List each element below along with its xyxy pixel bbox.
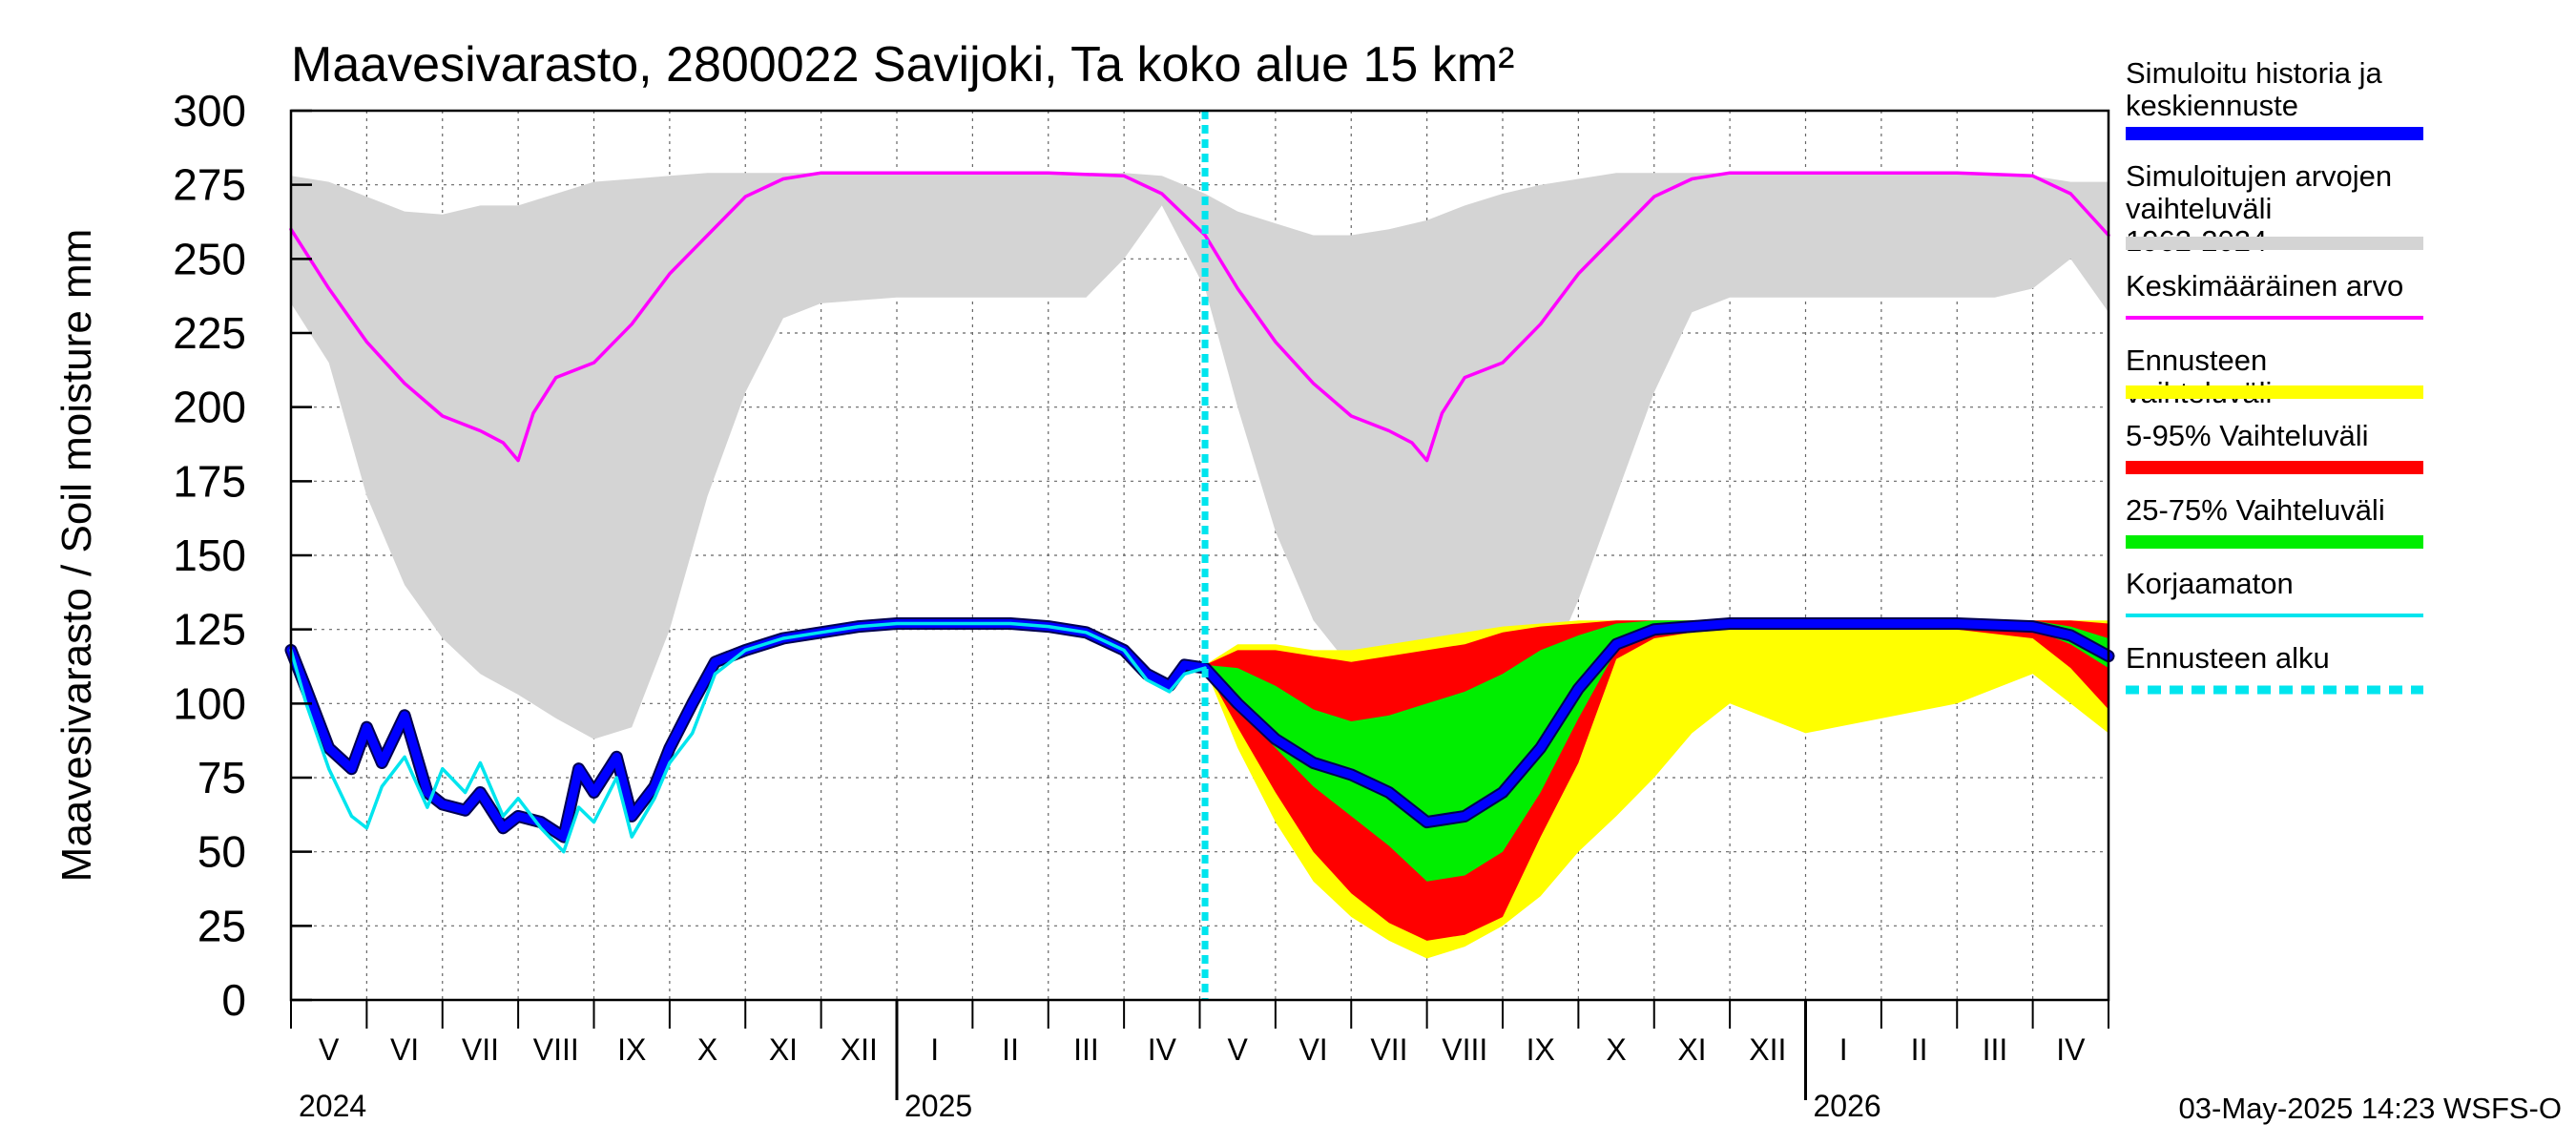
legend-item-ennusteen-vaihteluv-li: Ennusteenvaihteluväli <box>2126 344 2423 409</box>
legend-item-simuloitujen-arvojen-vaihteluv-li-1962-2024: Simuloitujen arvojenvaihteluväli1962-202… <box>2126 159 2423 258</box>
forecast-bands <box>1205 620 2109 959</box>
month-label: VIII <box>533 1032 579 1067</box>
year-label: 2024 <box>299 1089 366 1123</box>
legend: Simuloitu historia ja keskiennuste Simuloi… <box>2126 56 2423 695</box>
y-tick-label: 0 <box>221 975 246 1025</box>
y-tick-label: 75 <box>197 753 246 802</box>
month-label: VI <box>390 1032 419 1067</box>
chart-title: Maavesivarasto, 2800022 Savijoki, Ta kok… <box>291 37 1514 93</box>
month-label: III <box>1073 1032 1099 1067</box>
month-label: X <box>697 1032 717 1067</box>
legend-label: 5-95% Vaihteluväli <box>2126 419 2368 452</box>
line-keskim-r-inen-arvo <box>289 171 2110 463</box>
month-label: I <box>930 1032 939 1067</box>
legend-label: Korjaamaton <box>2126 567 2294 600</box>
month-label: II <box>1002 1032 1019 1067</box>
month-label: VI <box>1298 1032 1327 1067</box>
y-axis-label: Maavesivarasto / Soil moisture mm <box>53 229 100 883</box>
y-tick-label: 150 <box>173 531 246 580</box>
year-label: 2025 <box>904 1089 972 1123</box>
legend-item-keskim-r-inen-arvo: Keskimääräinen arvo <box>2126 269 2423 320</box>
month-label: VIII <box>1442 1032 1487 1067</box>
month-label: X <box>1606 1032 1626 1067</box>
line-korjaamaton <box>289 621 1207 854</box>
y-axis-ticks: 0 25 50 75 100 125 150 175 200 225 250 275 300 <box>173 86 312 1025</box>
band-simuloitujen-arvojen-vaihteluv-li-1962-2024 <box>291 173 2109 739</box>
legend-item-25-75-vaihteluv-li: 25-75% Vaihteluväli <box>2126 493 2423 549</box>
x-axis-ticks: V VI VII VIII IX X XI XII I II III IV V VI VII VIII IX X X… <box>290 1000 2109 1123</box>
y-tick-label: 275 <box>173 160 246 210</box>
month-label: VII <box>462 1032 499 1067</box>
month-label: IV <box>2056 1032 2086 1067</box>
legend-label: Simuloitu historia ja keskiennuste <box>2126 56 2383 122</box>
month-label: XII <box>1749 1032 1786 1067</box>
legend-label: Keskimääräinen arvo <box>2126 269 2403 302</box>
month-label: IV <box>1148 1032 1177 1067</box>
legend-item-ennusteen-alku: Ennusteen alku <box>2126 641 2423 695</box>
legend-item-5-95-vaihteluv-li: 5-95% Vaihteluväli <box>2126 419 2423 474</box>
y-tick-label: 100 <box>173 678 246 728</box>
legend-label: 25-75% Vaihteluväli <box>2126 493 2385 527</box>
y-tick-label: 50 <box>197 827 246 877</box>
y-tick-label: 250 <box>173 234 246 283</box>
y-tick-label: 125 <box>173 605 246 655</box>
month-label: II <box>1911 1032 1928 1067</box>
y-tick-label: 25 <box>197 901 246 950</box>
historical-range-band <box>291 173 2109 739</box>
legend-label: Ennusteen alku <box>2126 641 2330 675</box>
legend-label: Ennusteenvaihteluväli <box>2126 344 2272 409</box>
series-lines <box>284 171 2115 854</box>
month-label: III <box>1983 1032 2008 1067</box>
month-label: XI <box>769 1032 798 1067</box>
month-label: XII <box>841 1032 878 1067</box>
month-label: VII <box>1370 1032 1407 1067</box>
month-label: IX <box>1527 1032 1555 1067</box>
legend-item-korjaamaton: Korjaamaton <box>2126 567 2423 617</box>
y-tick-label: 225 <box>173 308 246 358</box>
month-label: V <box>1228 1032 1249 1067</box>
month-label: XI <box>1677 1032 1706 1067</box>
timestamp: 03-May-2025 14:23 WSFS-O <box>2179 1092 2562 1125</box>
y-tick-label: 200 <box>173 383 246 432</box>
month-label: IX <box>617 1032 646 1067</box>
legend-item-simuloitu-historia-ja-keskiennuste: Simuloitu historia ja keskiennuste <box>2126 56 2423 140</box>
year-label: 2026 <box>1814 1089 1881 1123</box>
month-label: I <box>1839 1032 1848 1067</box>
month-label: V <box>319 1032 340 1067</box>
y-tick-label: 300 <box>173 86 246 135</box>
legend-label: Simuloitujen arvojenvaihteluväli1962-202… <box>2126 159 2392 258</box>
y-tick-label: 175 <box>173 456 246 506</box>
